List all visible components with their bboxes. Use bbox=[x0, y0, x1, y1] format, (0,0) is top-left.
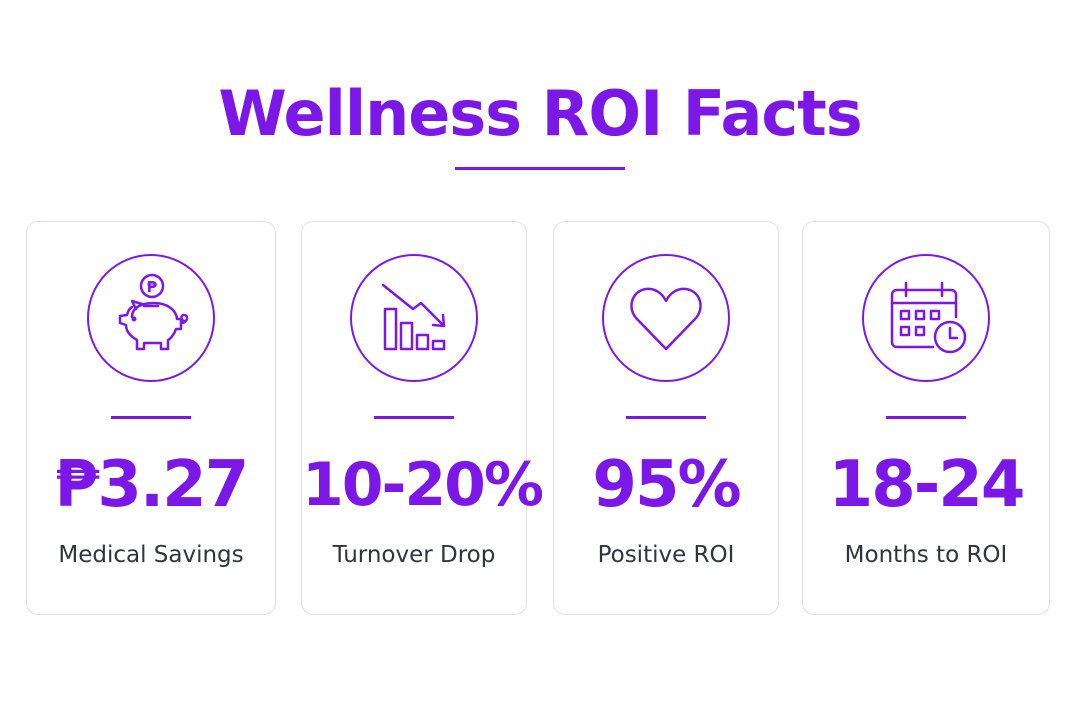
stat-label: Months to ROI bbox=[844, 542, 1008, 568]
card-divider bbox=[886, 416, 966, 419]
svg-text:₱: ₱ bbox=[147, 278, 158, 296]
card-divider bbox=[111, 416, 191, 419]
stat-value: ₱3.27 bbox=[54, 448, 249, 522]
stat-card-positive-roi: 95% Positive ROI bbox=[553, 221, 779, 615]
stat-value: 10-20% bbox=[302, 450, 544, 520]
stat-value: 18-24 bbox=[828, 448, 1026, 522]
stat-card-medical-savings: ₱ ₱3.27 Medical Savings bbox=[26, 221, 276, 615]
card-divider bbox=[626, 416, 706, 419]
stat-card-turnover-drop: 10-20% Turnover Drop bbox=[301, 221, 544, 615]
title-divider bbox=[455, 167, 625, 170]
heart-icon bbox=[602, 254, 730, 382]
stat-value: 95% bbox=[592, 448, 741, 522]
stat-card-months-to-roi: 18-24 Months to ROI bbox=[802, 221, 1050, 615]
declining-chart-icon bbox=[350, 254, 478, 382]
stat-label: Turnover Drop bbox=[332, 542, 496, 568]
stat-label: Medical Savings bbox=[58, 542, 244, 568]
page-title: Wellness ROI Facts bbox=[218, 77, 862, 150]
card-divider bbox=[374, 416, 454, 419]
piggy-bank-icon: ₱ bbox=[87, 254, 215, 382]
calendar-clock-icon bbox=[862, 254, 990, 382]
stat-label: Positive ROI bbox=[597, 542, 735, 568]
